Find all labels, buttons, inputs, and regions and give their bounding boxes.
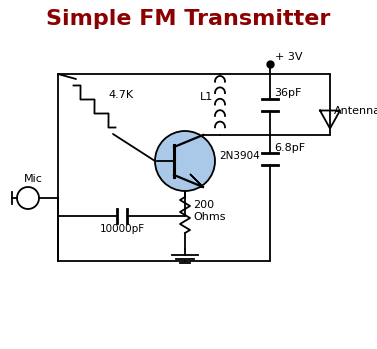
Text: L1: L1 xyxy=(200,91,213,102)
Text: 200
Ohms: 200 Ohms xyxy=(193,200,225,222)
Text: Mic: Mic xyxy=(23,174,43,184)
Text: Simple FM Transmitter: Simple FM Transmitter xyxy=(46,9,330,29)
Text: 36pF: 36pF xyxy=(274,89,301,98)
Text: Antenna: Antenna xyxy=(334,106,377,117)
Polygon shape xyxy=(190,174,203,187)
Text: 10000pF: 10000pF xyxy=(100,224,145,234)
Text: 2N3904: 2N3904 xyxy=(219,151,260,161)
Text: 4.7K: 4.7K xyxy=(109,90,133,101)
Circle shape xyxy=(155,131,215,191)
Text: + 3V: + 3V xyxy=(275,52,302,62)
Text: 6.8pF: 6.8pF xyxy=(274,143,305,153)
